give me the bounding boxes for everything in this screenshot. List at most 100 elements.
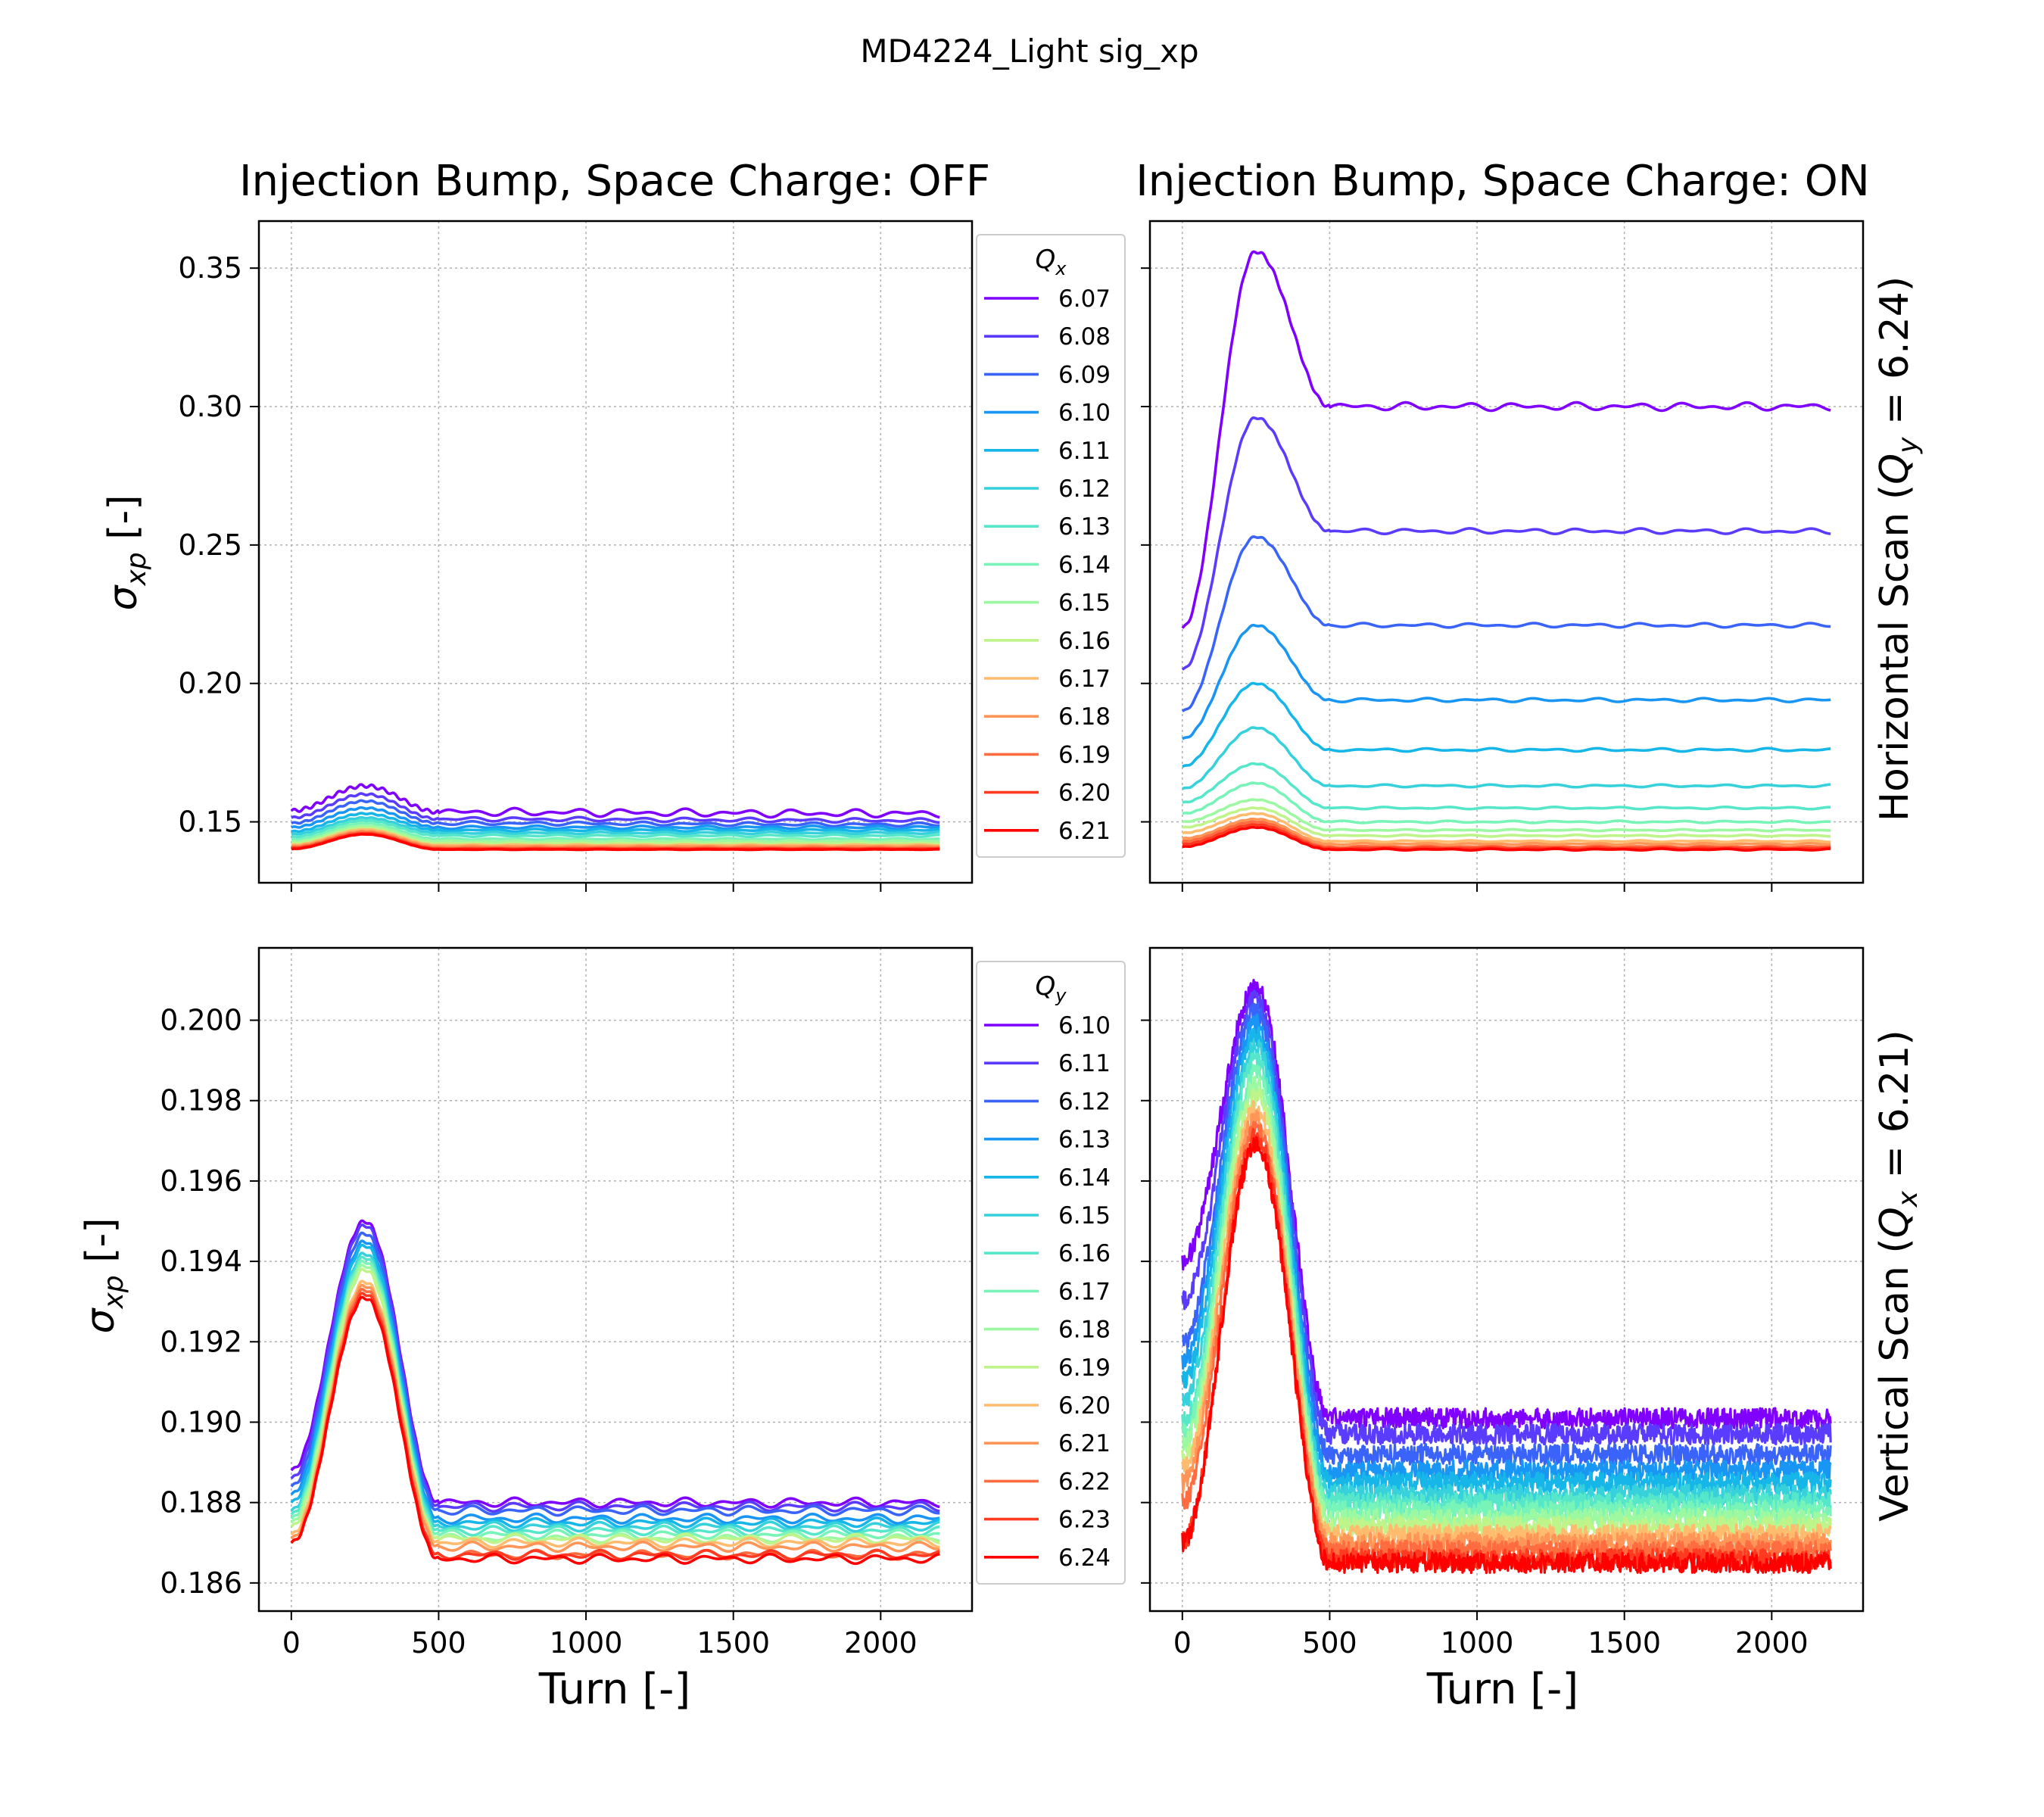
subplot-top-right [1141,220,1865,892]
series-line-6-07 [290,783,940,819]
x-tick-label: 2000 [844,1626,918,1660]
series-group [1181,978,1832,1575]
legend-label: 6.14 [1058,551,1111,578]
x-axis-label-left: Turn [-] [538,1665,690,1714]
legend-top: Qx 6.07 6.08 6.09 6.10 6.11 6.12 6.13 6.14 6.15 6… [976,234,1126,858]
legend-label: 6.10 [1058,1012,1111,1039]
legend-label: 6.16 [1058,1240,1111,1267]
legend-label: 6.13 [1058,513,1111,541]
series-line-6-15 [1182,798,1831,833]
y-tick-label: 0.200 [160,1004,242,1037]
legend-label: 6.23 [1058,1507,1111,1534]
x-tick-label: 1500 [1588,1626,1661,1660]
legend-label: 6.16 [1058,628,1111,655]
y-tick-label: 0.25 [178,528,242,562]
series-line-6-12 [1182,726,1831,790]
panel-title-right: Injection Bump, Space Charge: ON [1136,157,1870,206]
series-line-6-18 [1182,817,1831,846]
series-line-6-19 [290,1267,940,1545]
figure-suptitle: MD4224_Light sig_xp [860,33,1198,70]
series-line-6-08 [1181,416,1831,671]
x-tick-label: 500 [411,1626,466,1660]
legend-label: 6.08 [1058,323,1111,351]
legend-label: 6.18 [1058,703,1111,731]
series-line-6-13 [1182,762,1831,811]
y-tick-label: 0.30 [178,390,242,423]
series-line-6-17 [1182,812,1831,844]
y-tick-label: 0.35 [178,251,242,285]
legend-bottom-frame [976,961,1126,1585]
axes-frame [257,220,974,884]
legend-label: 6.07 [1058,285,1111,313]
series-line-6-09 [291,799,940,828]
series-line-6-11 [291,812,940,834]
legend-top-frame [976,234,1126,858]
legend-label: 6.11 [1058,1050,1111,1077]
series-line-6-10 [291,806,940,831]
y-tick-label: 0.198 [160,1084,242,1117]
x-tick-label: 1500 [696,1626,770,1660]
row-label-bottom: Vertical Scan (Qx = 6.21) [1872,1030,1924,1521]
series-line-6-21 [1182,825,1831,852]
y-tick-label: 0.192 [160,1325,242,1358]
legend-label: 6.15 [1058,1202,1111,1230]
x-axis-label-right: Turn [-] [1426,1665,1578,1714]
y-tick-label: 0.194 [160,1245,242,1278]
axes-frame [257,946,974,1613]
legend-bottom-title: Qy [1036,971,1067,1006]
legend-label: 6.19 [1058,741,1111,768]
legend-label: 6.12 [1058,475,1111,503]
series-line-6-11 [1182,681,1831,768]
x-tick-label: 2000 [1735,1626,1809,1660]
series-line-6-08 [291,792,940,824]
series-line-6-11 [1181,989,1832,1446]
series-line-6-16 [291,826,940,846]
series-group [290,783,940,852]
series-line-6-09 [1181,535,1831,712]
series-line-6-15 [291,824,940,844]
series-line-6-17 [291,827,940,847]
y-tick-label: 0.188 [160,1486,242,1519]
series-line-6-24 [1181,1136,1832,1575]
subplot-top-left: 0.15 0.20 0.25 0.30 0.35 [178,220,974,892]
y-tick-label: 0.186 [160,1566,242,1600]
series-line-6-10 [1182,623,1831,740]
legend-bottom: Qy 6.10 6.11 6.12 6.13 6.14 6.15 6.16 6.17 6.18 6… [976,961,1126,1585]
x-tick-label: 1000 [1441,1626,1514,1660]
row-label-top: Horizontal Scan (Qy = 6.24) [1872,276,1924,821]
axes-frame [1148,946,1865,1613]
series-line-6-13 [291,818,940,839]
legend-label: 6.15 [1058,590,1111,617]
legend-label: 6.10 [1058,400,1111,427]
panel-title-left: Injection Bump, Space Charge: OFF [239,157,990,206]
legend-label: 6.14 [1058,1164,1111,1192]
y-tick-label: 0.196 [160,1164,242,1198]
legend-label: 6.21 [1058,818,1111,845]
x-tick-label: 1000 [550,1626,623,1660]
series-line-6-16 [1182,806,1831,838]
y-tick-label: 0.20 [178,667,242,700]
legend-label: 6.13 [1058,1127,1111,1154]
series-group [1181,250,1831,852]
legend-label: 6.09 [1058,361,1111,388]
series-line-6-12 [291,815,940,836]
x-tick-label: 0 [1173,1626,1192,1660]
y-axis-label-top: σxp [-] [101,495,152,611]
subplot-bottom-right: 0 500 1000 1500 2000 [1141,946,1865,1660]
legend-label: 6.18 [1058,1317,1111,1344]
legend-label: 6.22 [1058,1468,1111,1495]
legend-label: 6.24 [1058,1544,1111,1572]
x-tick-label: 500 [1302,1626,1357,1660]
legend-label: 6.11 [1058,438,1111,465]
series-line-6-21 [291,833,940,852]
y-tick-label: 0.15 [178,806,242,839]
subplot-bottom-left: 0 500 1000 1500 2000 0.186 0.188 0.190 0.192 0.19… [160,946,974,1660]
x-tick-label: 0 [282,1626,301,1660]
legend-label: 6.12 [1058,1088,1111,1115]
series-line-6-14 [1182,781,1831,824]
axes-frame [1148,220,1865,884]
y-axis-label-bottom: σxp [-] [78,1218,129,1334]
series-line-6-14 [291,821,940,842]
y-tick-label: 0.190 [160,1405,242,1438]
